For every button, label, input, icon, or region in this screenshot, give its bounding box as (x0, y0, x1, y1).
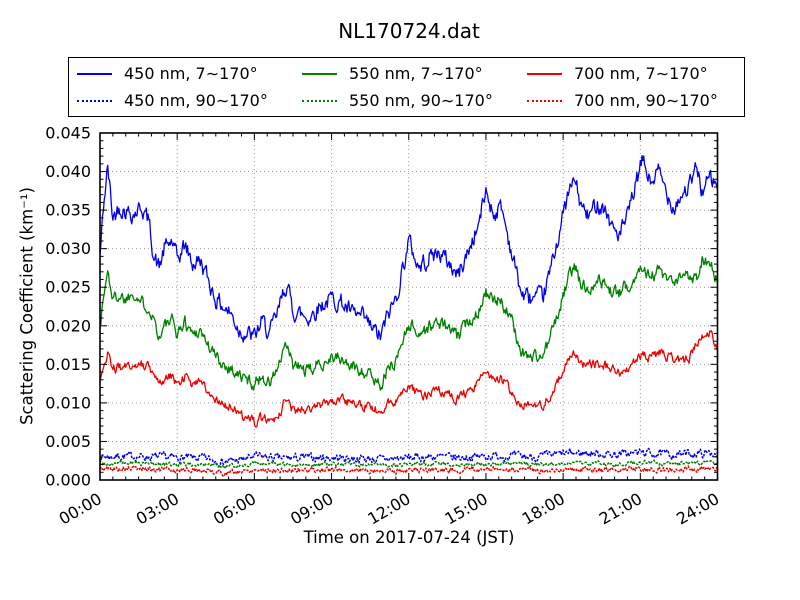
legend-entry: 450 nm, 90∼170° (69, 91, 294, 110)
x-tick-label: 03:00 (133, 489, 182, 529)
y-tick-label: 0.040 (45, 162, 91, 181)
series-450-nm-90-170 (99, 447, 719, 468)
x-tick-label: 12:00 (364, 489, 413, 529)
legend-line-swatch-dotted (77, 99, 112, 102)
legend-line-swatch-solid (302, 72, 337, 75)
y-tick-label: 0.000 (45, 471, 91, 490)
y-tick-label: 0.005 (45, 432, 91, 451)
x-tick-label: 00:00 (56, 489, 105, 529)
legend-line-swatch-dotted (302, 99, 337, 102)
legend-line-swatch-solid (77, 72, 112, 75)
series-450-nm-7-170 (99, 154, 719, 343)
legend-line-swatch-solid (527, 72, 562, 75)
y-tick-label: 0.015 (45, 355, 91, 374)
legend-entry: 700 nm, 7∼170° (519, 64, 744, 83)
y-tick-label: 0.010 (45, 393, 91, 412)
legend-entry: 550 nm, 7∼170° (294, 64, 519, 83)
legend-label: 550 nm, 7∼170° (349, 64, 483, 83)
x-tick-label: 24:00 (673, 489, 722, 529)
chart-title: NL170724.dat (338, 19, 480, 43)
series-700-nm-90-170 (99, 465, 719, 478)
legend-label: 450 nm, 90∼170° (124, 91, 268, 110)
legend: 450 nm, 7∼170° 550 nm, 7∼170° 700 nm, 7∼17… (68, 57, 745, 117)
x-tick-label: 06:00 (210, 489, 259, 529)
legend-entry: 700 nm, 90∼170° (519, 91, 744, 110)
y-tick-label: 0.045 (45, 124, 91, 143)
x-axis-label: Time on 2017-07-24 (JST) (303, 528, 515, 547)
x-tick-label: 18:00 (519, 489, 568, 529)
legend-line-swatch-dotted (527, 99, 562, 102)
y-tick-label: 0.035 (45, 201, 91, 220)
legend-label: 550 nm, 90∼170° (349, 91, 493, 110)
legend-entry: 550 nm, 90∼170° (294, 91, 519, 110)
series-550-nm-7-170 (99, 256, 719, 391)
legend-label: 700 nm, 7∼170° (574, 64, 708, 83)
legend-label: 700 nm, 90∼170° (574, 91, 718, 110)
legend-entry: 450 nm, 7∼170° (69, 64, 294, 83)
x-tick-label: 09:00 (287, 489, 336, 529)
y-tick-label: 0.025 (45, 278, 91, 297)
series-550-nm-90-170 (99, 459, 719, 470)
x-tick-label: 21:00 (596, 489, 645, 529)
legend-label: 450 nm, 7∼170° (124, 64, 258, 83)
series-700-nm-7-170 (99, 330, 719, 428)
y-tick-label: 0.030 (45, 239, 91, 258)
x-tick-label: 15:00 (442, 489, 491, 529)
y-tick-label: 0.020 (45, 316, 91, 335)
